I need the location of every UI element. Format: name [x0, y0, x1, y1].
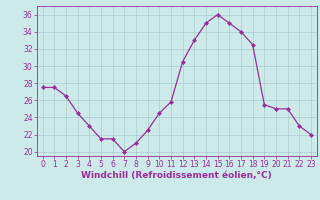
X-axis label: Windchill (Refroidissement éolien,°C): Windchill (Refroidissement éolien,°C)	[81, 171, 272, 180]
